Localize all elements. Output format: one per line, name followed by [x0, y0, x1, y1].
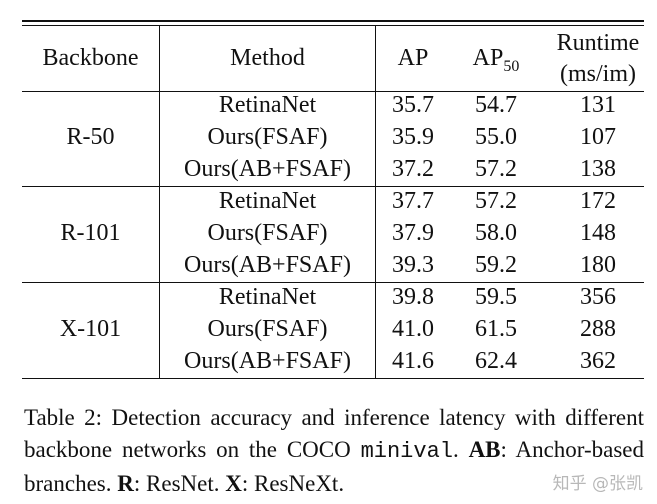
- method-cell: Ours(FSAF): [207, 220, 328, 246]
- runtime-cell: 356: [580, 284, 616, 310]
- method-cell: RetinaNet: [218, 92, 317, 118]
- col-rule-2: [375, 25, 376, 378]
- caption-minival: minival: [360, 439, 453, 464]
- ap50-cell: 58.0: [475, 220, 517, 246]
- header-ap50-base: AP: [472, 45, 504, 71]
- runtime-cell: 148: [580, 220, 616, 246]
- runtime-cell: 172: [580, 188, 616, 214]
- backbone-cell: X-101: [59, 316, 122, 342]
- ap50-cell: 62.4: [475, 348, 517, 374]
- caption-ab-text: : Anchor-based branches.: [24, 437, 645, 496]
- caption-x-bold: X: [225, 471, 242, 496]
- table-bottom-rule: [22, 378, 644, 379]
- method-cell: Ours(AB+FSAF): [184, 252, 351, 278]
- runtime-cell: 362: [580, 348, 616, 374]
- header-ap: AP: [397, 45, 429, 71]
- ap50-cell: 57.2: [475, 156, 517, 182]
- ap-cell: 41.0: [392, 316, 434, 342]
- caption-r-bold: R: [117, 471, 134, 496]
- header-rule: [22, 91, 644, 92]
- ap-cell: 39.3: [392, 252, 434, 278]
- backbone-cell: R-50: [66, 124, 115, 150]
- runtime-cell: 107: [580, 124, 616, 150]
- ap-cell: 37.9: [392, 220, 434, 246]
- table-top-rule-inner: [22, 25, 644, 26]
- group-rule-1: [22, 186, 644, 187]
- ap50-cell: 59.5: [475, 284, 517, 310]
- caption-x-text: : ResNeXt.: [241, 471, 345, 496]
- ap-cell: 35.9: [392, 124, 434, 150]
- results-table: Backbone Method AP AP50 Runtime (ms/im) …: [22, 20, 644, 379]
- ap50-cell: 59.2: [475, 252, 517, 278]
- watermark: 知乎 @张凯: [552, 474, 643, 494]
- table-caption: Table 2: Detection accuracy and inferenc…: [24, 402, 644, 500]
- header-ap50-sub: 50: [503, 58, 520, 75]
- backbone-cell: R-101: [60, 220, 121, 246]
- header-backbone: Backbone: [42, 45, 139, 71]
- caption-text-1: Table 2: Detection accuracy and inferenc…: [24, 405, 644, 462]
- method-cell: Ours(AB+FSAF): [184, 156, 351, 182]
- header-runtime-line2: (ms/im): [560, 61, 636, 87]
- ap50-cell: 57.2: [475, 188, 517, 214]
- method-cell: Ours(AB+FSAF): [184, 348, 351, 374]
- table-top-rule: [22, 20, 644, 22]
- ap-cell: 39.8: [392, 284, 434, 310]
- ap-cell: 37.2: [392, 156, 434, 182]
- col-rule-1: [159, 25, 160, 378]
- caption-text-2: .: [452, 437, 469, 462]
- method-cell: Ours(FSAF): [207, 124, 328, 150]
- runtime-cell: 138: [580, 156, 616, 182]
- ap-cell: 41.6: [392, 348, 434, 374]
- ap-cell: 35.7: [392, 92, 434, 118]
- header-method: Method: [230, 45, 305, 71]
- ap50-cell: 54.7: [475, 92, 517, 118]
- runtime-cell: 180: [580, 252, 616, 278]
- header-runtime-line1: Runtime: [556, 30, 640, 56]
- runtime-cell: 131: [580, 92, 616, 118]
- runtime-cell: 288: [580, 316, 616, 342]
- method-cell: Ours(FSAF): [207, 316, 328, 342]
- ap50-cell: 55.0: [475, 124, 517, 150]
- ap-cell: 37.7: [392, 188, 434, 214]
- method-cell: RetinaNet: [218, 188, 317, 214]
- header-ap50: AP50: [456, 45, 536, 80]
- caption-ab-bold: AB: [468, 437, 501, 462]
- caption-r-text: : ResNet.: [133, 471, 226, 496]
- group-rule-2: [22, 282, 644, 283]
- method-cell: RetinaNet: [218, 284, 317, 310]
- ap50-cell: 61.5: [475, 316, 517, 342]
